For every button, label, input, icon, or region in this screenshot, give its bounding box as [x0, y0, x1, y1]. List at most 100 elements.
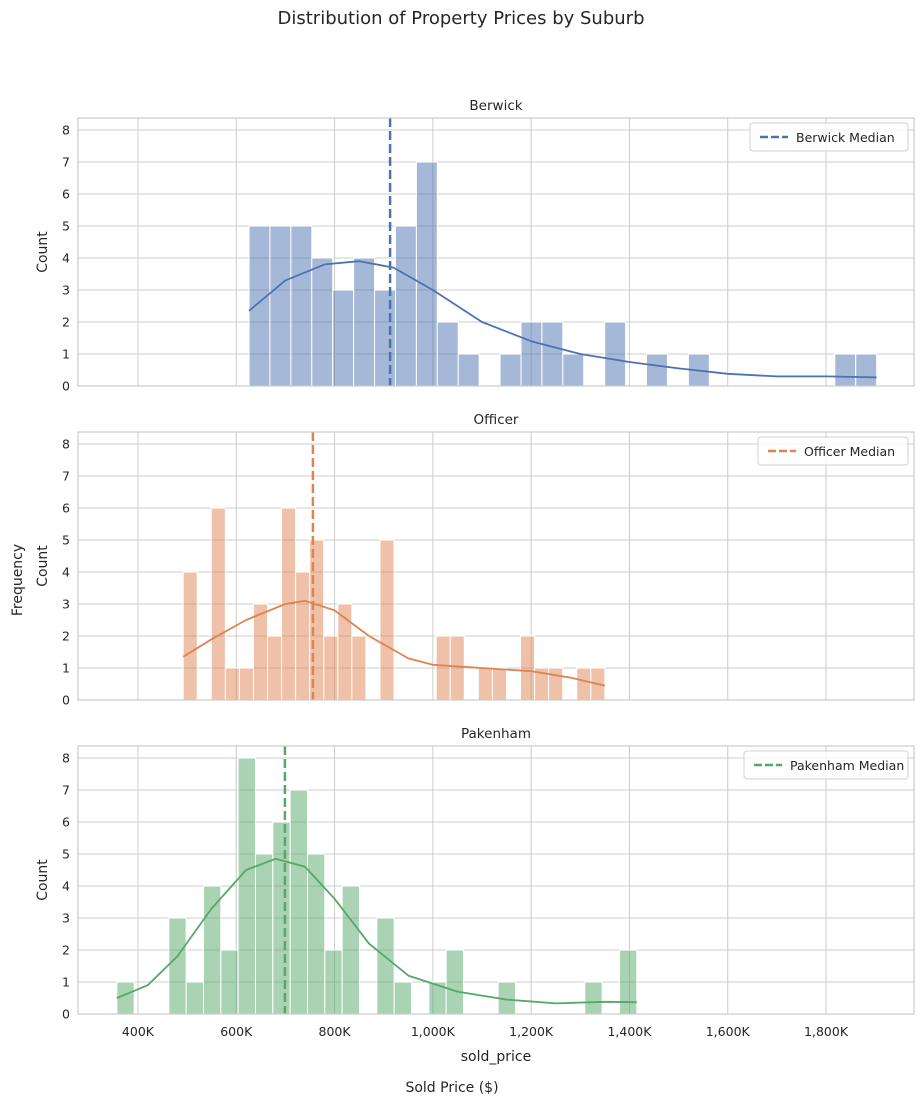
- kde-line: [116, 857, 637, 1005]
- y-tick-label: 7: [62, 155, 70, 170]
- y-tick-label: 6: [62, 501, 70, 516]
- x-tick-label: 1,600K: [706, 1024, 751, 1039]
- histogram-bar: [311, 257, 334, 387]
- y-tick-label: 7: [62, 783, 70, 798]
- subplot-title: Pakenham: [461, 726, 531, 742]
- histogram-bar: [220, 949, 239, 1015]
- y-tick-label: 5: [62, 219, 70, 234]
- legend: Berwick Median: [749, 122, 909, 152]
- y-tick-label: 1: [62, 975, 70, 990]
- histogram-bar: [541, 321, 564, 387]
- x-tick-label: 400K: [122, 1024, 155, 1039]
- histogram-bar: [435, 635, 451, 701]
- y-tick-label: 2: [62, 629, 70, 644]
- histogram-bar: [491, 667, 507, 701]
- y-tick-label: 1: [62, 661, 70, 676]
- y-tick-label: 0: [62, 379, 70, 394]
- histogram-bar: [295, 571, 311, 701]
- histogram-bar: [267, 635, 283, 701]
- histogram-bar: [457, 353, 480, 387]
- histogram-bar: [393, 981, 412, 1015]
- legend-label: Officer Median: [804, 444, 895, 459]
- x-tick-label: 600K: [220, 1024, 253, 1039]
- plot-area: [77, 431, 915, 701]
- histogram-bar: [332, 289, 355, 387]
- histogram-bar: [272, 821, 291, 1015]
- plot-border: [77, 431, 915, 701]
- histogram-bar: [224, 667, 240, 701]
- histogram-bar: [376, 917, 395, 1015]
- histogram-bar: [289, 789, 308, 1015]
- kde-line: [248, 260, 877, 379]
- legend: Pakenham Median: [743, 750, 909, 780]
- y-tick-label: 8: [62, 751, 70, 766]
- histogram-bar: [379, 539, 395, 701]
- legend-box: [749, 122, 909, 152]
- plot-area: [77, 117, 915, 387]
- y-tick-label: 4: [62, 879, 70, 894]
- histogram-bar: [252, 603, 269, 701]
- histogram-bar: [254, 853, 274, 1015]
- histogram-bar: [238, 667, 254, 701]
- histogram-bar: [269, 225, 292, 387]
- y-tick-label: 3: [62, 597, 70, 612]
- kde-line: [182, 599, 606, 687]
- legend-box: [743, 750, 909, 780]
- histogram-bar: [548, 667, 564, 701]
- y-tick-label: 6: [62, 187, 70, 202]
- histogram-bar: [584, 981, 603, 1015]
- legend-label: Pakenham Median: [790, 758, 904, 773]
- histogram-bar: [604, 321, 627, 387]
- histogram-bar: [237, 757, 256, 1015]
- histogram-bar: [834, 353, 857, 387]
- x-tick-label: 800K: [319, 1024, 352, 1039]
- x-tick-label: 1,400K: [607, 1024, 652, 1039]
- y-tick-label: 6: [62, 815, 70, 830]
- histogram-bar: [520, 635, 536, 701]
- histogram-bar: [394, 225, 417, 387]
- histogram-bar: [855, 353, 878, 387]
- histogram-bar: [185, 981, 204, 1015]
- y-tick-label: 2: [62, 943, 70, 958]
- figure-title: Distribution of Property Prices by Subur…: [278, 8, 645, 29]
- plot-border: [77, 117, 915, 387]
- histogram-bar: [436, 321, 459, 387]
- x-axis-label: sold_price: [461, 1049, 531, 1065]
- histogram-bar: [445, 949, 464, 1015]
- y-tick-label: 4: [62, 565, 70, 580]
- histogram-bar: [415, 161, 438, 387]
- histogram-bar: [618, 949, 638, 1015]
- x-tick-label: 1,200K: [509, 1024, 554, 1039]
- histogram-bar: [202, 885, 222, 1015]
- y-tick-label: 0: [62, 1007, 70, 1022]
- y-tick-label: 8: [62, 123, 70, 138]
- histogram-bar: [324, 949, 343, 1015]
- histogram-bar: [210, 507, 226, 701]
- y-tick-label: 0: [62, 693, 70, 708]
- histogram-bar: [477, 667, 493, 701]
- histogram-bar: [182, 571, 198, 701]
- histogram-bar: [499, 353, 522, 387]
- plot-border: [77, 745, 915, 1015]
- y-axis-label: Count: [35, 231, 51, 273]
- legend-box: [757, 436, 909, 466]
- y-tick-label: 8: [62, 437, 70, 452]
- y-tick-label: 1: [62, 347, 70, 362]
- panel-berwick: 0 1 2 3 4 5 6 7 8 Berwick Count Berwick Median: [35, 98, 915, 394]
- y-tick-label: 3: [62, 283, 70, 298]
- panel-pakenham: 0 1 2 3 4 5 6 7 8 400K 600K 800K 1,000K 1,200K 1,400K 1…: [35, 726, 915, 1039]
- y-axis-label: Count: [35, 859, 51, 901]
- sup-xlabel: Sold Price ($): [405, 1080, 498, 1096]
- legend: Officer Median: [757, 436, 909, 466]
- histogram-bar: [323, 635, 339, 701]
- y-tick-label: 5: [62, 847, 70, 862]
- legend-label: Berwick Median: [796, 130, 895, 145]
- histogram-bar: [341, 885, 360, 1015]
- histogram-bar: [351, 635, 367, 701]
- histogram-bar: [562, 353, 585, 387]
- subplot-title: Officer: [474, 412, 519, 428]
- y-tick-label: 2: [62, 315, 70, 330]
- y-tick-label: 3: [62, 911, 70, 926]
- y-tick-label: 4: [62, 251, 70, 266]
- y-tick-label: 5: [62, 533, 70, 548]
